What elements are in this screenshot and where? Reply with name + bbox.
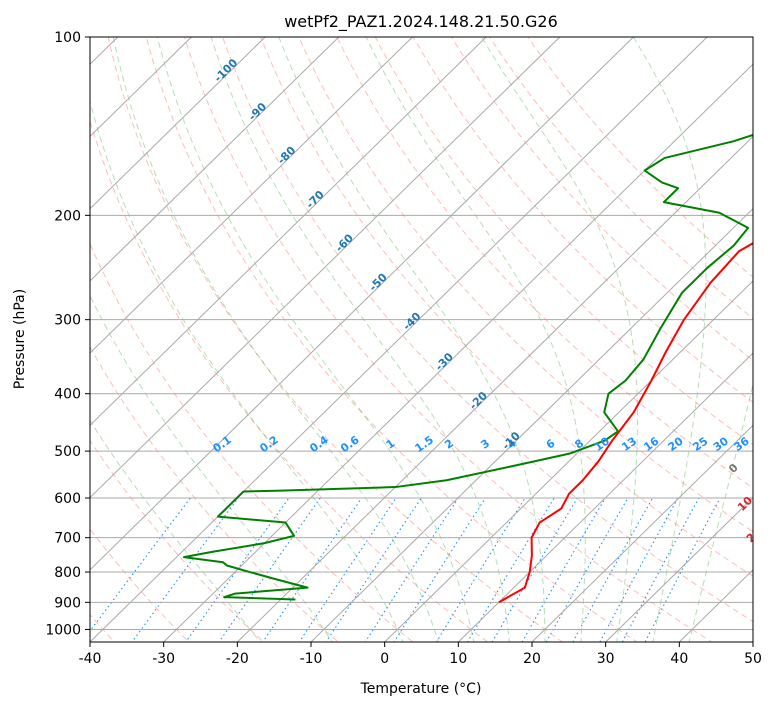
y-axis-label: Pressure (hPa) [12,289,28,389]
temperature-profile-line [498,242,753,604]
mixing-ratio-line [466,497,555,642]
x-tick-label: -30 [152,651,175,667]
x-tick-label: 30 [597,651,615,667]
isotherm-line [90,37,487,427]
isotherm-line [90,37,413,354]
mixing-ratio-line [90,497,191,632]
dry-adiabat-line [90,119,489,642]
x-axis-label: Temperature (°C) [360,681,482,697]
moist-adiabat-line [156,37,475,642]
mixing-ratio-line [435,497,526,642]
isotherm-line [90,37,708,642]
dry-adiabat-line [374,37,753,446]
chart-title: wetPf2_PAZ1.2024.148.21.50.G26 [284,12,558,32]
isotherm-line [531,424,753,642]
isotherm-line [310,207,753,642]
x-tick-label: 50 [744,651,762,667]
x-tick-label: -10 [300,651,323,667]
isotherm-line [90,37,340,282]
isotherm-line [384,280,753,642]
dry-adiabat-line [260,37,753,577]
isotherm-line [605,496,753,642]
x-tick-label: 10 [449,651,467,667]
dry-adiabat-line [336,37,753,489]
isotherm-line [457,352,753,642]
dry-adiabat-line [107,37,564,642]
mixing-ratio-line [185,497,290,642]
x-tick-label: 0 [380,651,389,667]
isotherm-line [163,63,753,642]
x-tick-label: 40 [670,651,688,667]
mixing-ratio-line [545,497,629,642]
y-tick-label: 500 [54,444,81,460]
y-tick-label: 300 [54,313,81,329]
dry-adiabat-line [412,37,753,403]
dry-adiabat-line [183,37,713,642]
y-tick-label: 900 [54,595,81,611]
y-tick-label: 800 [54,565,81,581]
y-tick-label: 200 [54,208,81,224]
sounding-traces [182,133,753,604]
dry-adiabat-line [145,37,638,642]
plot-area [90,37,753,642]
dry-adiabat-line [527,37,753,278]
dry-adiabat-line [90,528,190,642]
mixing-ratio-line [131,497,239,642]
mixing-ratio-line [364,497,459,642]
isotherms [90,37,753,642]
moist-adiabat-line [481,37,639,642]
y-tick-label: 600 [54,491,81,507]
mixing-ratio-line [393,497,486,642]
x-tick-label: -20 [226,651,249,667]
isotherm-line [90,37,561,499]
y-tick-label: 700 [54,531,81,547]
dry-adiabat-line [90,439,265,642]
moist-adiabat-label: 20 [744,525,764,545]
y-tick-label: 1000 [45,622,81,638]
dry-adiabat-line [450,37,753,361]
dry-adiabat-line [489,37,753,320]
y-tick-label: 100 [54,30,81,46]
isotherm-line [236,135,753,642]
moist-adiabat-line [632,37,707,642]
dry-adiabat-line [90,242,414,642]
mixing-ratio-line [491,497,578,642]
dry-adiabats [90,37,753,642]
dewpoint-profile-line [182,133,753,601]
isotherm-line [90,37,266,210]
mixing-ratio-line [521,497,606,642]
isotherm-line [90,37,634,571]
plot-frame [89,36,754,643]
axes: -40 -30 -20 -10 0 10 20 30 40 50 1000 900 800 700 600 5… [45,30,762,667]
moist-adiabat-line [278,37,546,642]
isobars [90,37,753,630]
dry-adiabat-line [222,37,753,623]
x-tick-label: 20 [523,651,541,667]
x-tick-label: -40 [79,651,102,667]
y-tick-label: 400 [54,387,81,403]
moist-adiabat-line [365,37,586,642]
